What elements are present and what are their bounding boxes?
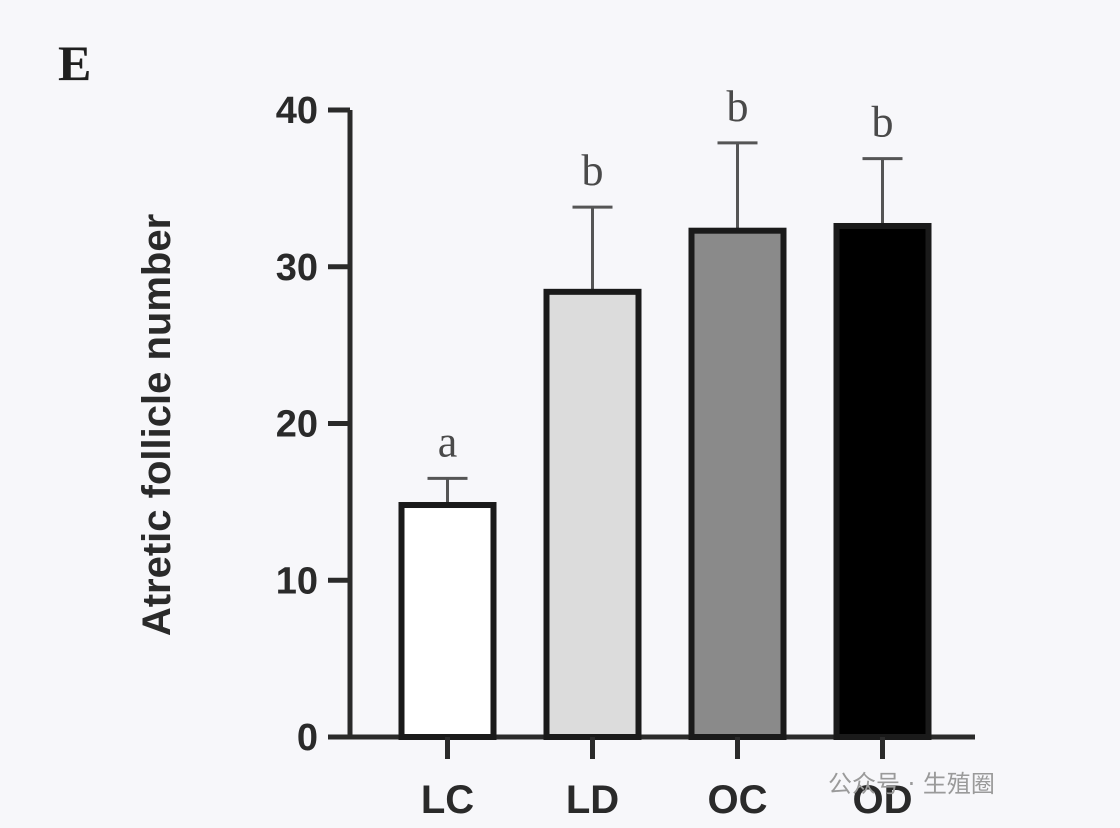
plot-area: 0 10 20 30 40 a LC b LD b OC b OD	[276, 82, 975, 822]
y-tick-label: 10	[276, 560, 318, 602]
bar-od	[833, 222, 932, 740]
bar-ld	[543, 288, 642, 740]
y-axis-title: Atretic follicle number	[135, 214, 179, 636]
y-tick-label: 40	[276, 90, 318, 132]
bar-oc	[688, 227, 787, 740]
bar-lc	[398, 502, 497, 741]
significance-label: b	[727, 82, 749, 131]
significance-label: a	[438, 417, 458, 466]
category-label: OC	[708, 778, 768, 822]
y-tick-label: 20	[276, 404, 318, 446]
y-tick-label: 30	[276, 247, 318, 289]
category-label: LD	[566, 778, 619, 822]
category-label: LC	[421, 778, 474, 822]
y-tick-label: 0	[297, 717, 318, 759]
watermark-text: 公众号 · 生殖圈	[828, 770, 995, 798]
significance-label: b	[872, 98, 894, 147]
category-label: OD	[853, 778, 913, 822]
panel-letter: E	[58, 35, 91, 91]
significance-label: b	[582, 146, 604, 195]
